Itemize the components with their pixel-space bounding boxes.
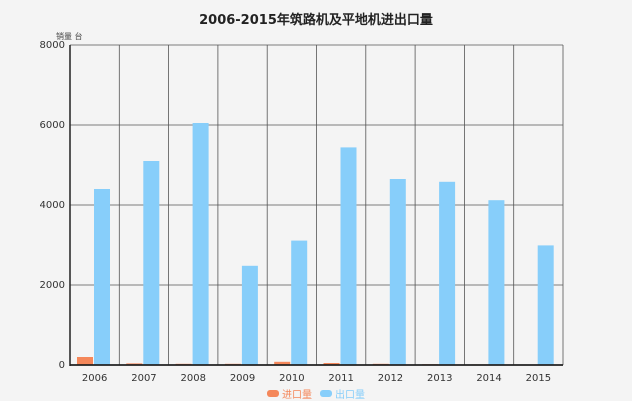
bar-export [242, 266, 258, 365]
legend-item-import[interactable]: 进口量 [267, 386, 312, 401]
legend-label-import: 进口量 [282, 386, 312, 401]
x-tick-label: 2014 [476, 373, 501, 384]
bar-export [341, 147, 357, 365]
x-tick-label: 2007 [131, 373, 156, 384]
x-tick-label: 2015 [526, 373, 551, 384]
bar-export [193, 123, 209, 365]
legend-swatch-import [267, 390, 279, 397]
bar-export [439, 182, 455, 365]
x-tick-label: 2009 [230, 373, 255, 384]
x-tick-label: 2011 [328, 373, 353, 384]
bar-export [143, 161, 159, 365]
legend: 进口量 出口量 [0, 386, 632, 401]
legend-label-export: 出口量 [335, 386, 365, 401]
y-tick-label: 0 [59, 360, 65, 371]
legend-item-export[interactable]: 出口量 [320, 386, 365, 401]
bar-export [390, 179, 406, 365]
bar-export [94, 189, 110, 365]
legend-swatch-export [320, 390, 332, 397]
x-tick-label: 2010 [279, 373, 304, 384]
y-tick-label: 2000 [40, 280, 65, 291]
bar-export [488, 200, 504, 365]
x-tick-label: 2013 [427, 373, 452, 384]
bar-export [291, 241, 307, 365]
bar-export [538, 245, 554, 365]
y-tick-label: 6000 [40, 120, 65, 131]
bar-import [77, 357, 93, 365]
x-tick-label: 2006 [82, 373, 107, 384]
y-tick-label: 4000 [40, 200, 65, 211]
x-tick-label: 2012 [378, 373, 403, 384]
y-tick-label: 8000 [40, 40, 65, 51]
x-tick-label: 2008 [181, 373, 206, 384]
